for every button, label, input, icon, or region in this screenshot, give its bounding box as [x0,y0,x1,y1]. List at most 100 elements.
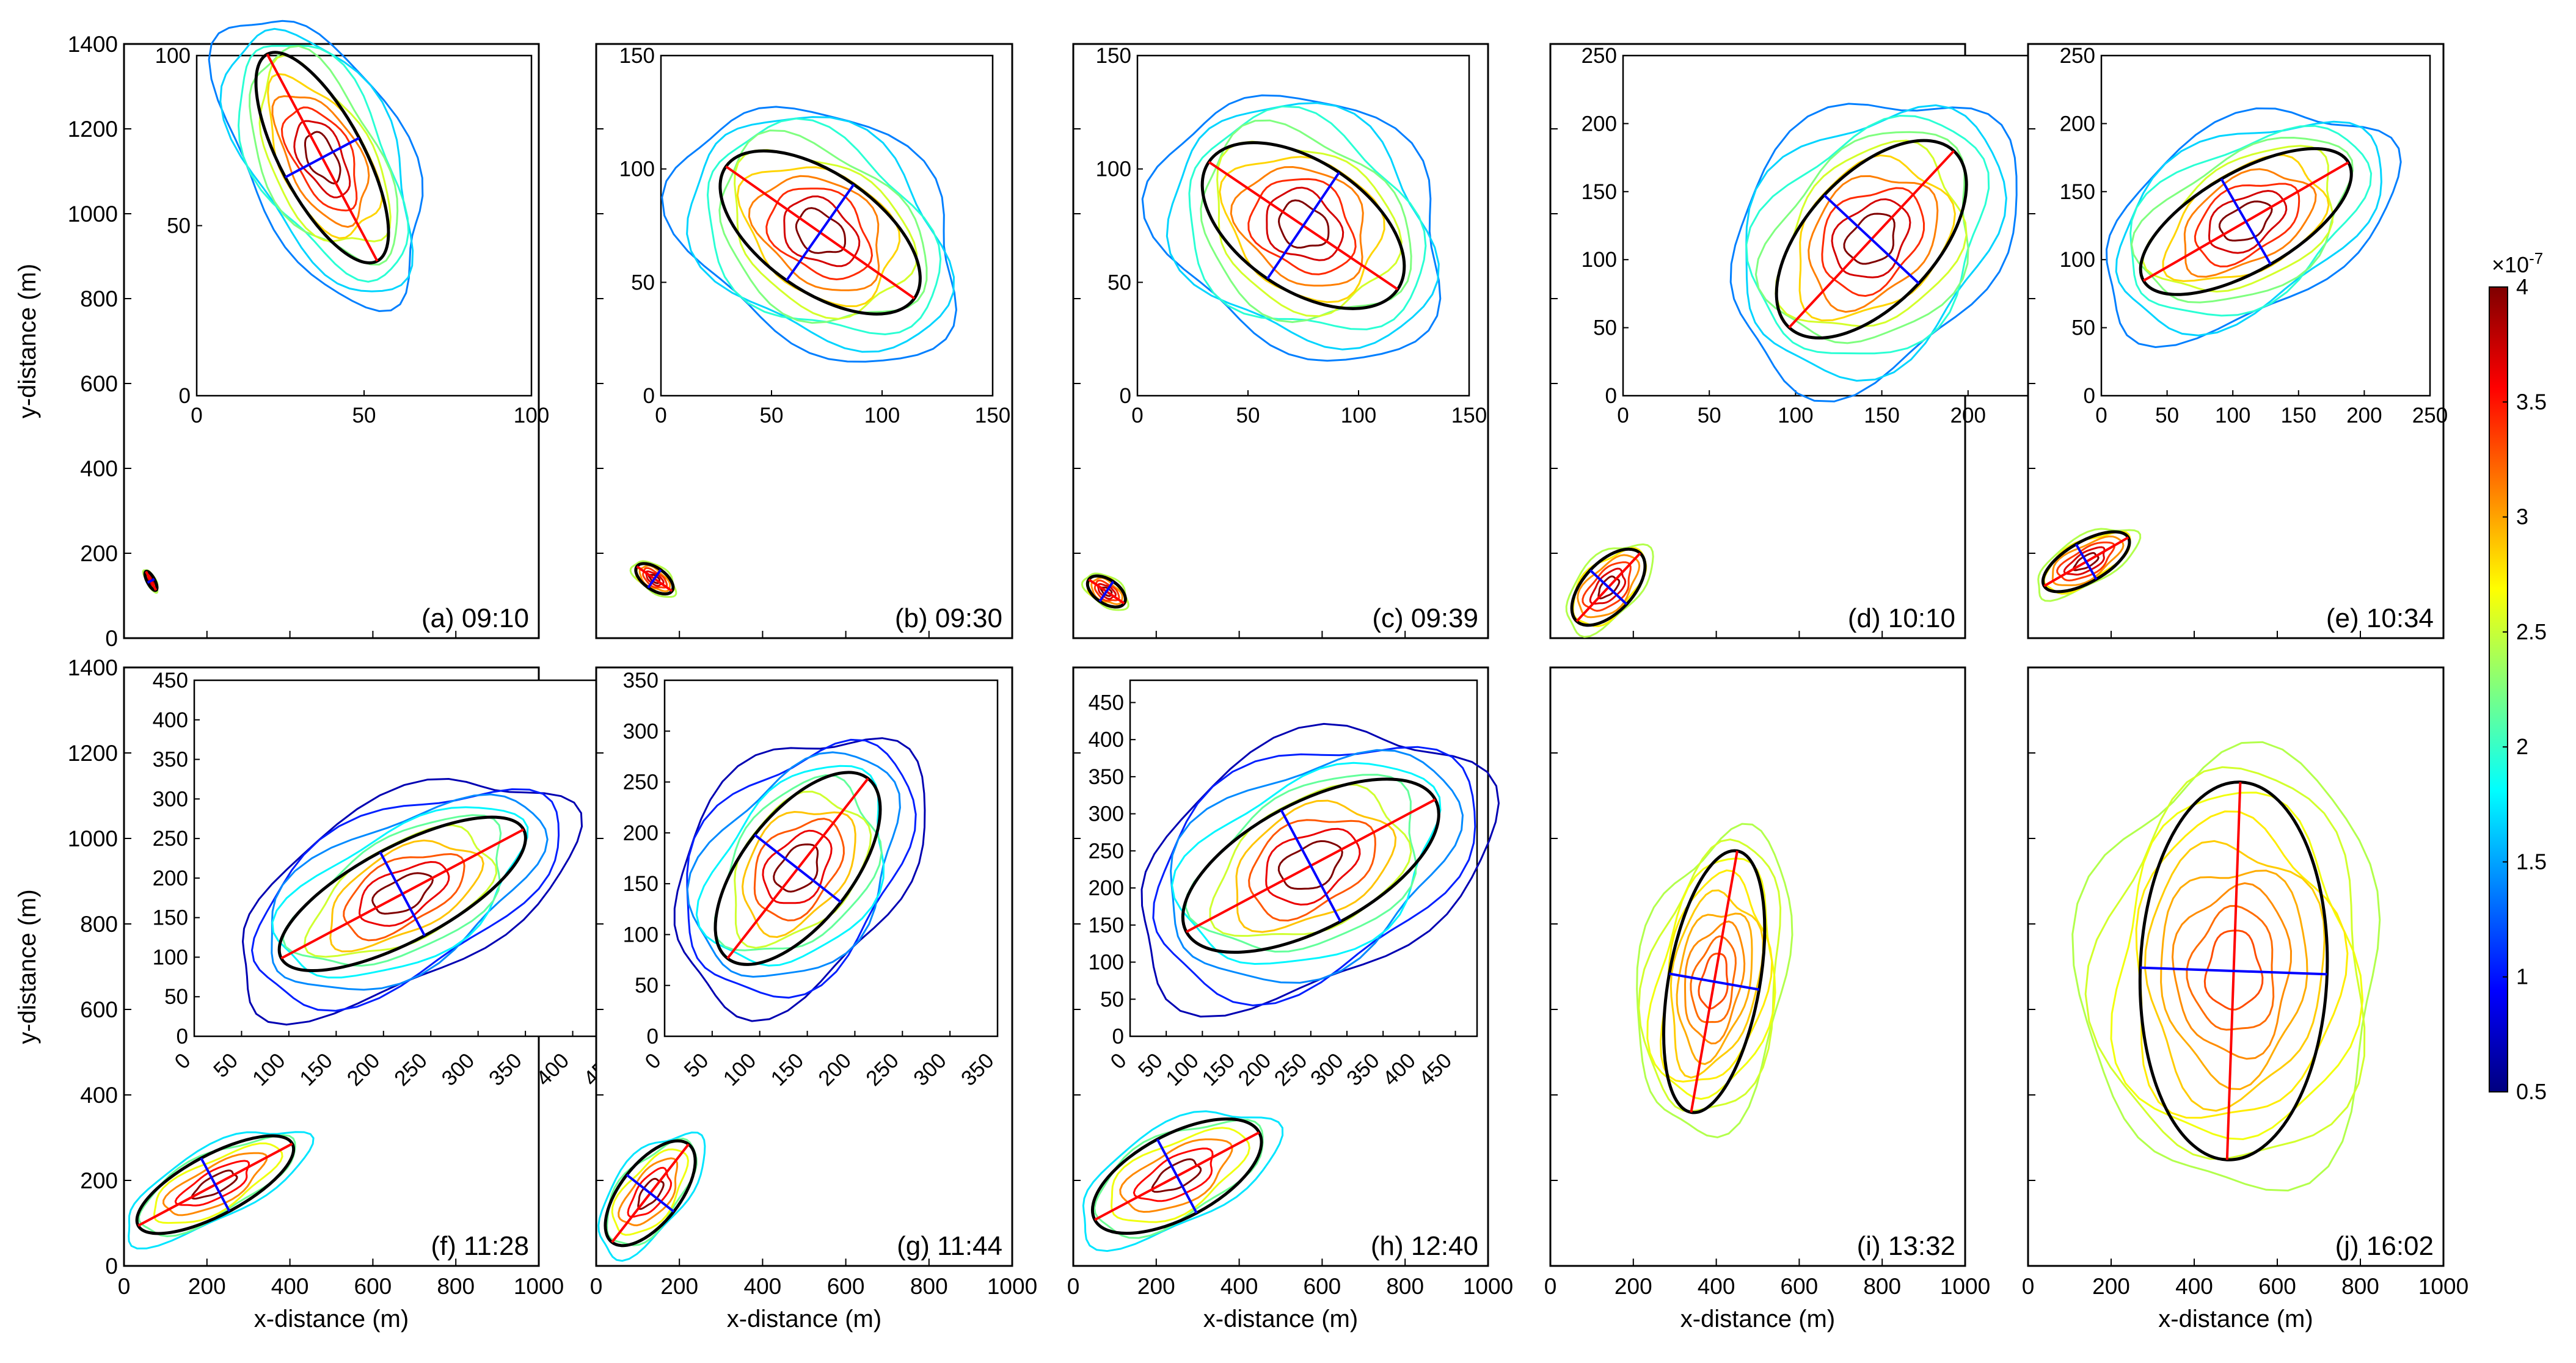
inset-x-tick-label: 0 [2095,404,2107,427]
inset-plume-contour [1729,103,2018,402]
inset-y-tick-label: 0 [1605,384,1617,408]
inset-y-tick-label: 100 [155,44,191,68]
main-minor-axis [647,569,662,589]
inset-plume-contour [1166,102,1440,351]
inset-plume-contour [661,106,958,363]
inset-plume-contour [686,116,955,353]
main-minor-axis [1156,1138,1198,1214]
x-tick-label: 600 [1781,1274,1819,1299]
inset-y-tick-label: 200 [1089,876,1124,900]
y-tick-label: 200 [80,541,118,566]
panel-frame [2027,666,2445,1267]
y-tick-label: 400 [80,1083,118,1108]
x-tick-label: 0 [1544,1274,1557,1299]
x-tick-label: 800 [1386,1274,1424,1299]
inset-x-tick-label: 200 [1950,404,1986,427]
x-tick-label: 600 [827,1274,865,1299]
x-tick-label: 0 [590,1274,603,1299]
panel-label: (b) 09:30 [895,603,1002,633]
inset-plume-contour [1152,746,1476,1007]
panel-label: (a) 09:10 [421,603,529,633]
panel-7: 0 200 400 600 800 1000 x-distance (m) 0 50 100 150… [590,666,1037,1332]
x-axis-label: x-distance (m) [1680,1306,1835,1332]
inset-y-tick-label: 100 [153,945,188,969]
main-plume-contour [2071,741,2381,1192]
inset-y-tick-label: 50 [635,974,659,998]
inset-x-tick-label: 0 [655,404,666,427]
colorbar-tick-label: 2.5 [2516,619,2547,644]
colorbar-tick-label: 1.5 [2516,849,2547,874]
y-tick-label: 1000 [68,202,118,227]
inset-y-tick-label: 150 [1096,44,1131,68]
inset-y-tick-label: 150 [619,44,655,68]
x-axis-label: x-distance (m) [2158,1306,2313,1332]
panel-6: 0 200 400 600 800 100002004006008001000120014… [14,655,621,1332]
inset-frame [195,54,533,397]
main-plume-contour [629,560,677,598]
inset-minor-axis [285,137,360,179]
x-tick-label: 1000 [1463,1274,1513,1299]
inset-y-tick-label: 350 [153,748,188,772]
inset-minor-axis [1280,809,1342,923]
inset-x-tick-label: 100 [1341,404,1376,427]
y-axis-label: y-distance (m) [14,889,41,1044]
x-tick-label: 1000 [514,1274,564,1299]
inset-y-tick-label: 400 [153,708,188,732]
inset-frame [660,54,994,397]
panel-label: (d) 10:10 [1848,603,1955,633]
inset-y-tick-label: 450 [1089,691,1124,714]
inset-x-tick-label: 150 [1451,404,1487,427]
panel-label: (e) 10:34 [2326,603,2434,633]
colorbar-scale-base: ×10 [2492,252,2529,277]
inset-y-tick-label: 200 [1582,112,1617,136]
inset-y-tick-label: 50 [1100,987,1124,1011]
panel-label: (j) 16:02 [2335,1231,2434,1261]
y-tick-label: 600 [80,371,118,396]
inset-y-tick-label: 50 [164,985,188,1009]
inset-y-tick-label: 100 [1582,248,1617,272]
colorbar-scale-label: ×10-7 [2492,249,2543,277]
inset-x-tick-label: 150 [2281,404,2316,427]
inset-y-tick-label: 250 [1582,44,1617,68]
x-tick-label: 400 [1220,1274,1258,1299]
inset-x-tick-label: 0 [1131,404,1143,427]
panel-label: (c) 09:39 [1372,603,1478,633]
colorbar-scale-exponent: -7 [2529,249,2543,267]
inset-axes: 0 50 100 150 0 50 100 150 [1096,44,1487,427]
inset-minor-axis [785,183,855,282]
inset-axes: 0 50 100 150 200 250 300 3500501001502002503003… [623,669,999,1091]
inset-y-tick-label: 150 [153,906,188,930]
colorbar-tick-label: 0.5 [2516,1079,2547,1104]
panel-frame [1549,666,1966,1267]
inset-y-tick-label: 200 [623,821,659,845]
inset-y-tick-label: 50 [167,214,191,238]
x-tick-label: 600 [2258,1274,2296,1299]
inset-x-tick-label: 50 [1698,404,1721,427]
colorbar-tick-label: 3.5 [2516,389,2547,414]
inset-y-tick-label: 0 [177,1025,188,1049]
inset-minor-axis [1266,172,1340,280]
x-tick-label: 200 [1615,1274,1652,1299]
panel-10: 0 200 400 600 800 1000 x-distance (m) (j) 16:02 [2022,666,2468,1332]
inset-plume-contour [241,777,583,1026]
inset-y-tick-label: 150 [1582,180,1617,204]
x-axis-label: x-distance (m) [727,1306,881,1332]
inset-y-tick-label: 0 [643,384,655,408]
inset-minor-axis [754,834,842,903]
inset-y-tick-label: 250 [623,771,659,794]
y-tick-label: 1200 [68,741,118,766]
main-minor-axis [200,1157,231,1212]
inset-y-tick-label: 200 [2060,112,2095,136]
panel-label: (i) 13:32 [1857,1231,1955,1261]
inset-y-tick-label: 100 [623,923,659,947]
panel-2: 0 50 100 150 0 50 100 150 (b) 09:30 [595,43,1013,639]
inset-x-tick-label: 150 [975,404,1010,427]
main-minor-axis [1669,972,1760,991]
x-tick-label: 1000 [1940,1274,1990,1299]
main-plume-contour [1081,572,1129,611]
inset-x-tick-label: 50 [352,404,376,427]
inset-y-tick-label: 250 [2060,44,2095,68]
x-tick-label: 1000 [987,1274,1037,1299]
